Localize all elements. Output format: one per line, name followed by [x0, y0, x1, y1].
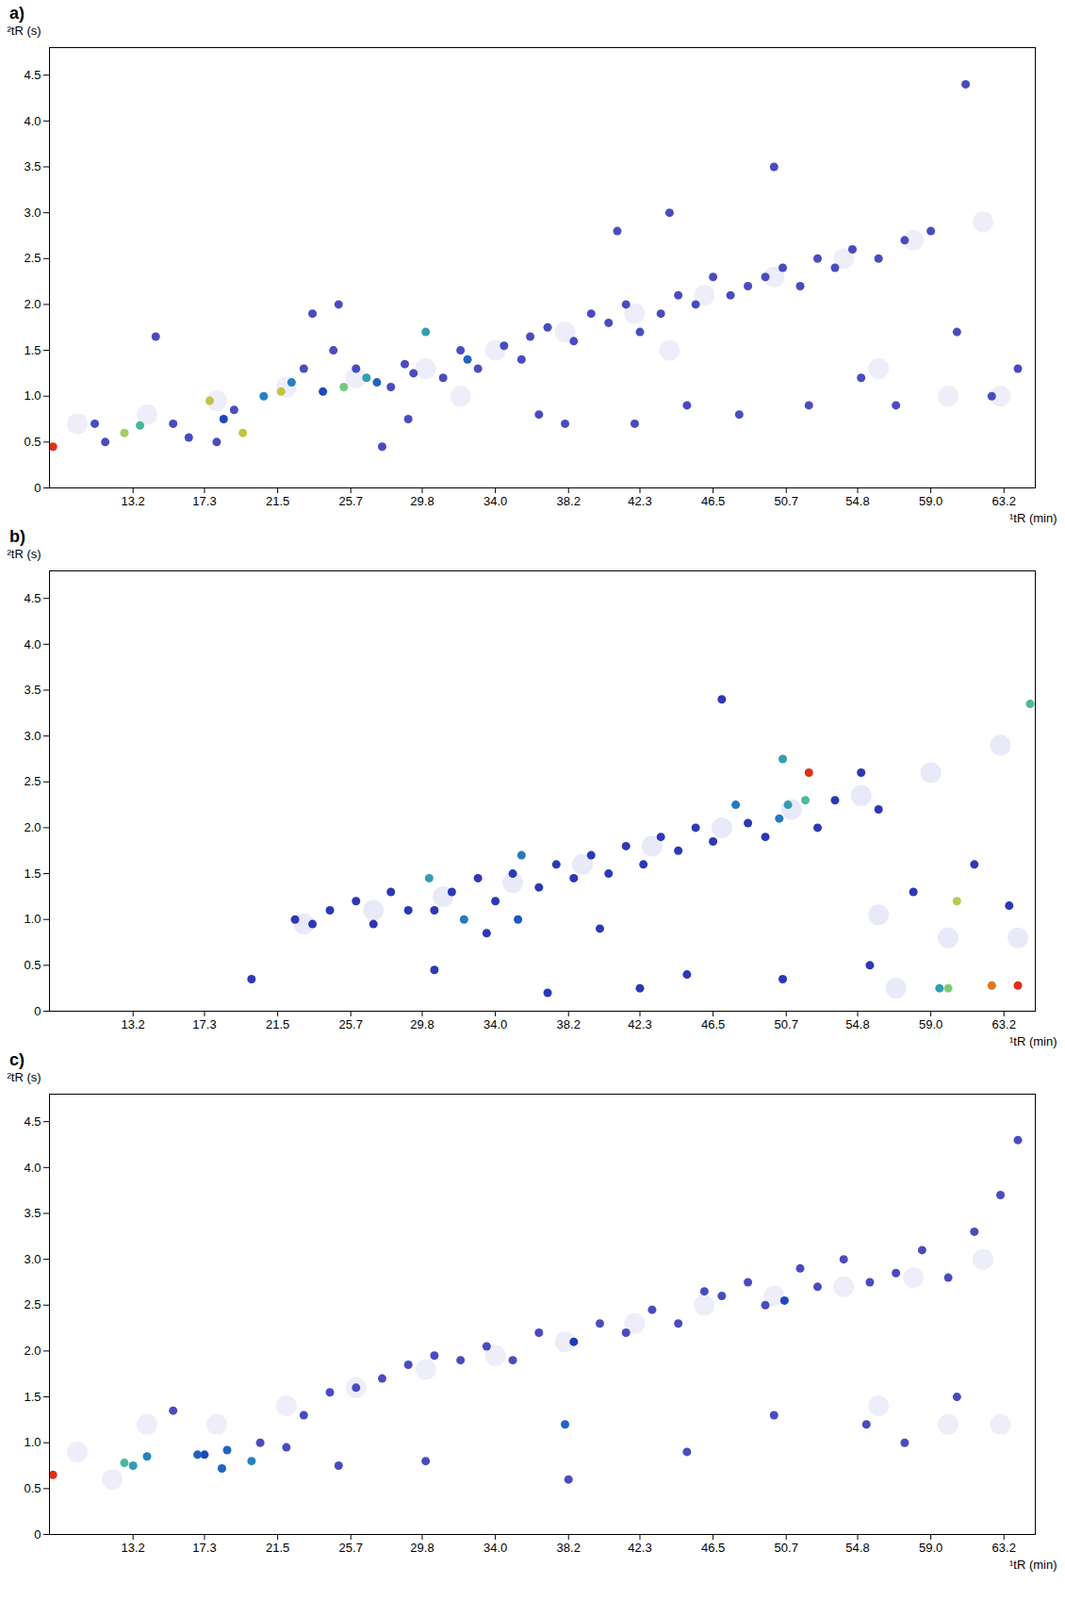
- svg-text:17.3: 17.3: [192, 1016, 216, 1032]
- svg-text:4.0: 4.0: [23, 636, 41, 651]
- svg-text:50.7: 50.7: [774, 493, 799, 508]
- svg-text:50.7: 50.7: [774, 1016, 799, 1032]
- svg-text:59.0: 59.0: [918, 493, 943, 508]
- svg-text:4.0: 4.0: [23, 1159, 41, 1174]
- svg-text:17.3: 17.3: [192, 493, 216, 508]
- svg-text:34.0: 34.0: [483, 1540, 508, 1555]
- svg-text:13.2: 13.2: [121, 1016, 146, 1032]
- svg-text:25.7: 25.7: [339, 1540, 363, 1555]
- svg-text:²tR (s): ²tR (s): [7, 23, 42, 38]
- svg-text:21.5: 21.5: [265, 493, 290, 508]
- svg-text:63.2: 63.2: [992, 1540, 1016, 1555]
- svg-text:46.5: 46.5: [701, 1540, 725, 1555]
- svg-text:59.0: 59.0: [918, 1540, 943, 1555]
- svg-text:2.0: 2.0: [23, 296, 41, 312]
- svg-text:13.2: 13.2: [121, 1540, 146, 1555]
- svg-text:2.5: 2.5: [23, 1296, 41, 1311]
- svg-text:1.5: 1.5: [23, 1389, 41, 1404]
- svg-text:13.2: 13.2: [121, 493, 146, 508]
- svg-text:3.0: 3.0: [23, 728, 41, 743]
- svg-text:0.5: 0.5: [23, 957, 41, 972]
- svg-text:2.5: 2.5: [23, 773, 41, 788]
- svg-text:1.0: 1.0: [23, 911, 41, 926]
- svg-text:1.5: 1.5: [23, 866, 41, 881]
- svg-text:²tR (s): ²tR (s): [7, 1069, 42, 1084]
- svg-text:42.3: 42.3: [627, 1540, 652, 1555]
- svg-text:21.5: 21.5: [265, 1540, 290, 1555]
- svg-text:50.7: 50.7: [774, 1540, 799, 1555]
- svg-text:21.5: 21.5: [265, 1016, 290, 1032]
- svg-text:4.0: 4.0: [23, 113, 41, 128]
- svg-text:¹tR (min): ¹tR (min): [1009, 510, 1058, 525]
- svg-text:59.0: 59.0: [918, 1016, 943, 1032]
- html-text:c): c): [9, 1049, 25, 1069]
- svg-text:38.2: 38.2: [557, 1540, 581, 1555]
- svg-text:38.2: 38.2: [557, 1016, 581, 1032]
- svg-text:1.0: 1.0: [23, 388, 41, 403]
- svg-text:17.3: 17.3: [192, 1540, 216, 1555]
- svg-text:2.0: 2.0: [23, 1343, 41, 1358]
- svg-text:25.7: 25.7: [339, 1016, 363, 1032]
- svg-text:63.2: 63.2: [992, 493, 1016, 508]
- svg-text:0: 0: [33, 480, 41, 495]
- svg-text:0.5: 0.5: [23, 434, 41, 449]
- svg-text:¹tR (min): ¹tR (min): [1009, 1556, 1058, 1572]
- svg-text:0: 0: [33, 1526, 41, 1541]
- svg-text:0: 0: [33, 1003, 41, 1018]
- svg-text:0.5: 0.5: [23, 1480, 41, 1495]
- svg-text:42.3: 42.3: [627, 1016, 652, 1032]
- svg-text:3.0: 3.0: [23, 205, 41, 220]
- svg-text:4.5: 4.5: [23, 590, 41, 606]
- svg-text:29.8: 29.8: [409, 493, 434, 508]
- svg-text:54.8: 54.8: [845, 1540, 869, 1555]
- svg-text:2.0: 2.0: [23, 819, 41, 835]
- svg-text:29.8: 29.8: [409, 1016, 434, 1032]
- svg-text:46.5: 46.5: [701, 1016, 725, 1032]
- svg-text:¹tR (min): ¹tR (min): [1009, 1033, 1058, 1049]
- svg-text:34.0: 34.0: [483, 493, 508, 508]
- svg-text:4.5: 4.5: [23, 1114, 41, 1129]
- svg-text:42.3: 42.3: [627, 493, 652, 508]
- svg-text:25.7: 25.7: [339, 493, 363, 508]
- svg-text:54.8: 54.8: [845, 493, 869, 508]
- svg-text:38.2: 38.2: [557, 493, 581, 508]
- html-text:a): a): [9, 3, 25, 23]
- html-text:b): b): [9, 526, 26, 546]
- svg-text:63.2: 63.2: [992, 1016, 1016, 1032]
- svg-text:29.8: 29.8: [409, 1540, 434, 1555]
- svg-text:3.5: 3.5: [23, 159, 41, 174]
- svg-text:54.8: 54.8: [845, 1016, 869, 1032]
- svg-text:²tR (s): ²tR (s): [7, 546, 42, 561]
- svg-text:3.5: 3.5: [23, 1205, 41, 1220]
- svg-text:3.0: 3.0: [23, 1251, 41, 1266]
- svg-text:1.0: 1.0: [23, 1434, 41, 1449]
- svg-text:46.5: 46.5: [701, 493, 725, 508]
- svg-text:1.5: 1.5: [23, 343, 41, 358]
- svg-text:3.5: 3.5: [23, 682, 41, 697]
- svg-text:4.5: 4.5: [23, 67, 41, 82]
- svg-text:34.0: 34.0: [483, 1016, 508, 1032]
- svg-text:2.5: 2.5: [23, 250, 41, 265]
